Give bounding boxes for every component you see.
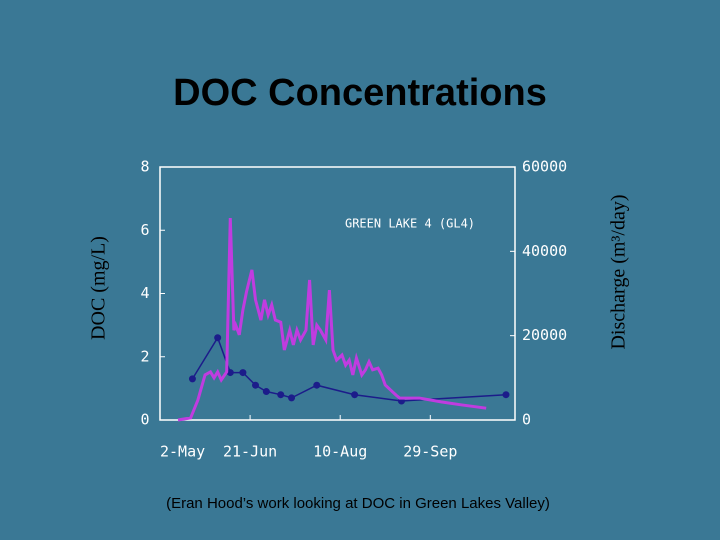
plot-frame — [159, 166, 516, 421]
data-point — [214, 334, 222, 342]
series-line — [191, 336, 507, 402]
x-tick-label: 21-Jun — [223, 443, 277, 461]
x-tick-label: 29-Sep — [403, 443, 457, 461]
data-point — [313, 381, 321, 389]
data-point — [239, 369, 247, 377]
y-axis-label: DOC (mg/L) — [88, 236, 110, 340]
x-tick-label: 2-May — [160, 443, 205, 461]
y-tick-label: 4 — [140, 284, 149, 302]
y2-tick-label: 40000 — [522, 242, 567, 260]
y-tick-label: 8 — [140, 158, 149, 176]
x-tick-label: 10-Aug — [313, 443, 367, 461]
data-point — [288, 394, 296, 402]
y2-tick-label: 60000 — [522, 158, 567, 176]
y-tick-label: 6 — [140, 221, 149, 239]
data-point — [226, 369, 234, 377]
annotation: GREEN LAKE 4 (GL4) — [345, 217, 475, 231]
chart-title: DOC Concentrations — [173, 72, 547, 114]
y2-tick-label: 0 — [522, 411, 531, 429]
data-point — [188, 375, 196, 383]
data-point — [252, 381, 260, 389]
y-tick-label: 2 — [140, 347, 149, 365]
data-point — [277, 391, 285, 399]
data-point — [502, 391, 510, 399]
y2-tick-label: 20000 — [522, 326, 567, 344]
y-tick-label: 0 — [140, 411, 149, 429]
data-point — [262, 388, 270, 396]
footnote: (Eran Hood’s work looking at DOC in Gree… — [166, 495, 550, 512]
y2-axis-label: Discharge (m³/day) — [608, 194, 630, 349]
series-line — [177, 217, 487, 422]
data-point — [351, 391, 359, 399]
